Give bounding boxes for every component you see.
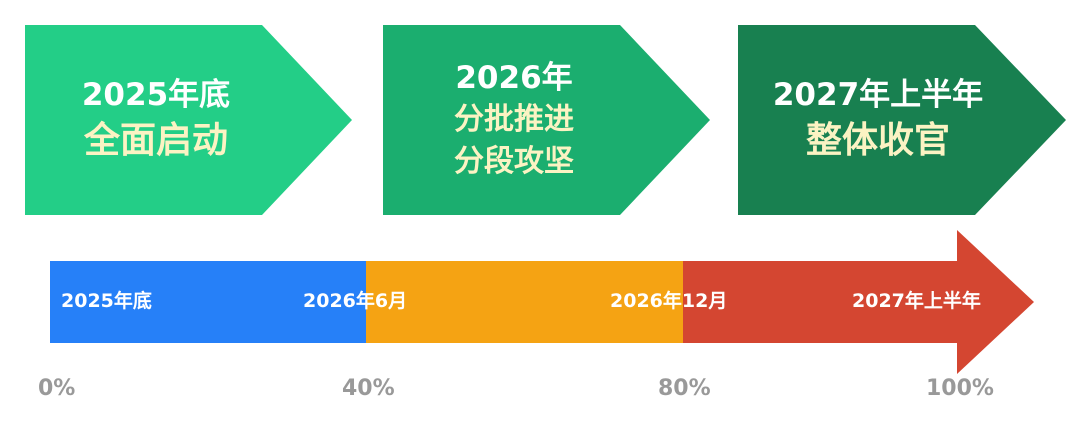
phase-3: 2027年上半年 整体收官 bbox=[738, 25, 1018, 215]
percent-100: 100% bbox=[926, 376, 994, 401]
timeline-label-2: 2026年6月 bbox=[303, 290, 408, 312]
phase-3-chevron bbox=[738, 25, 1066, 215]
phase-3-year: 2027年上半年 bbox=[772, 77, 984, 113]
phase-2: 2026年 分批推进 分段攻坚 bbox=[383, 25, 645, 215]
percent-0: 0% bbox=[38, 376, 76, 401]
phase-2-line-1: 分批推进 bbox=[454, 102, 574, 137]
phase-3-title: 整体收官 bbox=[805, 120, 950, 161]
timeline-segment-3-arrow bbox=[683, 230, 1034, 374]
timeline-label-4: 2027年上半年 bbox=[852, 290, 981, 312]
timeline-segment-2 bbox=[366, 261, 683, 343]
phase-1-title: 全面启动 bbox=[83, 120, 228, 161]
phase-2-line-2: 分段攻坚 bbox=[454, 144, 574, 179]
percent-80: 80% bbox=[658, 376, 711, 401]
phase-1: 2025年底 全面启动 bbox=[25, 25, 287, 215]
phase-2-year: 2026年 bbox=[455, 60, 573, 96]
phase-1-year: 2025年底 bbox=[81, 77, 231, 113]
timeline-label-1: 2025年底 bbox=[61, 290, 152, 312]
timeline-label-3: 2026年12月 bbox=[610, 290, 728, 312]
timeline-segment-1 bbox=[50, 261, 366, 343]
percent-40: 40% bbox=[342, 376, 395, 401]
phase-1-chevron bbox=[25, 25, 352, 215]
phase-2-chevron bbox=[383, 25, 710, 215]
